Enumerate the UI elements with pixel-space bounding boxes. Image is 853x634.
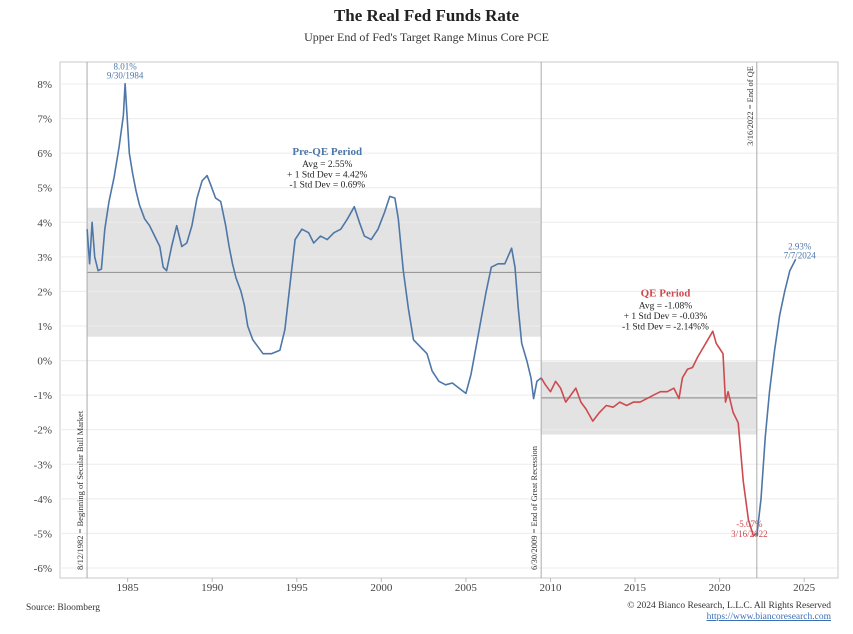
x-tick-label: 2015 <box>624 582 647 594</box>
y-tick-label: 5% <box>37 183 52 195</box>
y-tick-label: 0% <box>37 356 52 368</box>
y-tick-label: -3% <box>34 459 52 471</box>
y-tick-label: 7% <box>37 114 52 126</box>
website-link[interactable]: https://www.biancoresearch.com <box>706 612 831 622</box>
plot-frame <box>59 61 839 579</box>
copyright-note: © 2024 Bianco Research, L.L.C. All Right… <box>627 601 831 611</box>
preqe-lower-label: -1 Std Dev = 0.69% <box>289 181 365 191</box>
qe-period-title: QE Period <box>641 288 691 300</box>
latest-date-label: 7/7/2024 <box>784 250 817 260</box>
qe-lower-label: -1 Std Dev = -2.14%% <box>622 322 709 332</box>
y-tick-label: 2% <box>37 286 52 298</box>
x-tick-label: 2000 <box>370 582 393 594</box>
y-tick-label: -4% <box>34 494 52 506</box>
y-tick-label: -2% <box>34 425 52 437</box>
chart-title: The Real Fed Funds Rate <box>333 6 520 25</box>
y-tick-label: 4% <box>37 217 52 229</box>
trough-value-label: -5.07% <box>736 519 763 529</box>
peak-value-label: 8.01% <box>113 62 137 72</box>
event-label: 8/12/1982 = Beginning of Secular Bull Ma… <box>75 410 85 570</box>
x-tick-label: 1995 <box>286 582 309 594</box>
x-tick-label: 2025 <box>793 582 816 594</box>
qe-upper-label: + 1 Std Dev = -0.03% <box>624 312 708 322</box>
x-tick-label: 1990 <box>201 582 224 594</box>
preqe-period-title: Pre-QE Period <box>292 146 362 158</box>
x-tick-label: 2020 <box>709 582 732 594</box>
y-tick-label: 3% <box>37 252 52 264</box>
x-tick-label: 1985 <box>117 582 140 594</box>
preqe-upper-label: + 1 Std Dev = 4.42% <box>287 170 367 180</box>
peak-date-label: 9/30/1984 <box>107 71 144 81</box>
y-tick-label: -5% <box>34 528 52 540</box>
y-tick-label: 8% <box>37 79 52 91</box>
event-label: 3/16/2022 = End of QE <box>745 66 755 146</box>
trough-date-label: 3/16/2022 <box>731 529 768 539</box>
x-tick-label: 2005 <box>455 582 478 594</box>
series-line-pre-QE <box>86 82 542 400</box>
chart-subtitle: Upper End of Fed's Target Range Minus Co… <box>304 30 549 44</box>
y-tick-label: -1% <box>34 390 52 402</box>
y-tick-label: -6% <box>34 563 52 575</box>
qe-avg-label: Avg = -1.08% <box>639 302 693 312</box>
series-line-post-QE <box>756 258 797 536</box>
latest-value-label: 2.93% <box>788 241 812 251</box>
y-tick-label: 6% <box>37 148 52 160</box>
source-note: Source: Bloomberg <box>26 603 100 613</box>
y-tick-label: 1% <box>37 321 52 333</box>
x-tick-label: 2010 <box>539 582 562 594</box>
series-line-QE <box>540 330 758 537</box>
event-label: 6/30/2009 = End of Great Recession <box>529 445 539 570</box>
preqe-avg-label: Avg = 2.55% <box>302 160 352 170</box>
